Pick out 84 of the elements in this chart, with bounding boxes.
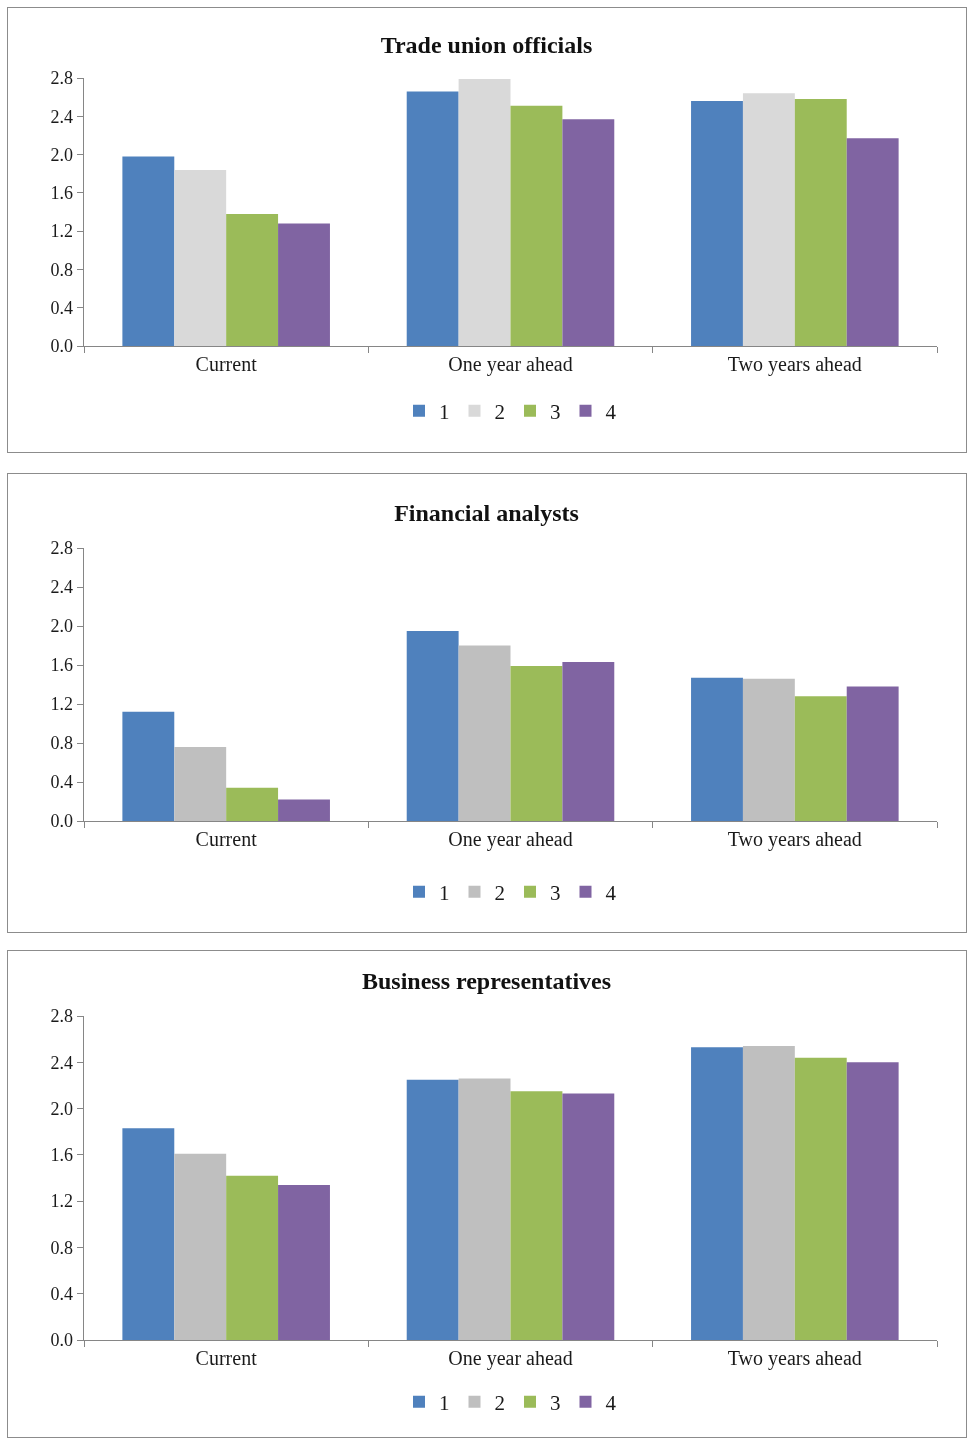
bar <box>794 99 847 346</box>
legend-label: 2 <box>494 1390 505 1415</box>
bar <box>122 711 175 821</box>
y-tick-label: 1.6 <box>50 655 74 676</box>
bar <box>458 1078 511 1340</box>
x-tick-label: Current <box>195 353 258 376</box>
bar <box>226 787 279 821</box>
x-tick-label: One year ahead <box>448 353 573 377</box>
legend-label: 4 <box>605 880 617 905</box>
y-tick-label: 0.8 <box>50 733 74 754</box>
x-tick-label: Current <box>195 1347 258 1370</box>
chart-title: Business representatives <box>361 968 612 995</box>
y-tick-label: 0.4 <box>50 772 74 793</box>
legend-label: 3 <box>550 880 561 905</box>
bar <box>174 746 227 821</box>
bar <box>122 1128 175 1340</box>
bar <box>174 169 227 346</box>
y-tick-label: 2.8 <box>50 538 74 559</box>
bar <box>510 665 563 821</box>
bar <box>278 1184 330 1340</box>
x-tick-label: Two years ahead <box>727 828 862 852</box>
legend-label: 1 <box>439 399 450 424</box>
bar <box>742 678 795 821</box>
bar <box>691 1047 743 1340</box>
bar <box>691 100 743 346</box>
x-tick-label: One year ahead <box>448 828 573 852</box>
bar <box>742 93 795 346</box>
legend-label: 2 <box>494 880 505 905</box>
y-tick-label: 1.6 <box>50 1145 74 1166</box>
bar <box>122 156 175 346</box>
x-tick-label: One year ahead <box>448 1347 573 1371</box>
legend-label: 4 <box>605 399 617 424</box>
x-tick-label: Current <box>195 828 258 851</box>
bar <box>510 1091 563 1340</box>
legend-label: 4 <box>605 1390 617 1415</box>
y-tick-label: 2.4 <box>50 106 74 127</box>
y-tick-label: 0.0 <box>50 811 74 832</box>
y-tick-label: 0.8 <box>50 1237 74 1258</box>
legend-label: 2 <box>494 399 505 424</box>
x-tick-label: Two years ahead <box>727 1347 862 1371</box>
bar <box>458 78 511 346</box>
y-tick-label: 0.4 <box>50 298 74 319</box>
bar <box>846 1062 899 1340</box>
y-tick-label: 2.0 <box>50 144 74 165</box>
bar <box>562 662 615 821</box>
bar <box>562 1093 615 1340</box>
y-tick-label: 0.8 <box>50 259 74 280</box>
y-tick-label: 2.4 <box>50 1052 74 1073</box>
x-tick-label: Two years ahead <box>727 353 862 377</box>
chart-title: Trade union officials <box>380 32 593 59</box>
y-tick-label: 2.8 <box>50 1006 74 1027</box>
legend-label: 1 <box>439 1390 450 1415</box>
chart-title: Financial analysts <box>394 500 579 527</box>
y-tick-label: 1.2 <box>50 694 74 715</box>
y-tick-label: 0.0 <box>50 336 74 357</box>
legend-label: 1 <box>439 880 450 905</box>
y-tick-label: 0.4 <box>50 1284 74 1305</box>
legend-label: 3 <box>550 399 561 424</box>
y-tick-label: 1.2 <box>50 221 74 242</box>
bar <box>278 799 330 821</box>
y-tick-label: 1.2 <box>50 1191 74 1212</box>
bar <box>691 677 743 821</box>
bar <box>510 105 563 346</box>
bar <box>406 91 459 346</box>
y-tick-label: 2.8 <box>50 68 74 89</box>
bar <box>226 1175 279 1340</box>
bar <box>794 696 847 821</box>
y-tick-label: 2.4 <box>50 577 74 598</box>
bar <box>794 1057 847 1340</box>
bar <box>846 686 899 821</box>
bar <box>226 213 279 346</box>
y-tick-label: 0.0 <box>50 1330 74 1351</box>
bar <box>458 645 511 821</box>
bar <box>846 138 899 346</box>
bar <box>278 223 330 346</box>
bar <box>562 119 615 346</box>
y-tick-label: 1.6 <box>50 183 74 204</box>
legend-label: 3 <box>550 1390 561 1415</box>
y-tick-label: 2.0 <box>50 616 74 637</box>
bar <box>406 630 459 821</box>
bar <box>742 1046 795 1340</box>
bar <box>406 1079 459 1340</box>
y-tick-label: 2.0 <box>50 1098 74 1119</box>
bar <box>174 1153 227 1340</box>
